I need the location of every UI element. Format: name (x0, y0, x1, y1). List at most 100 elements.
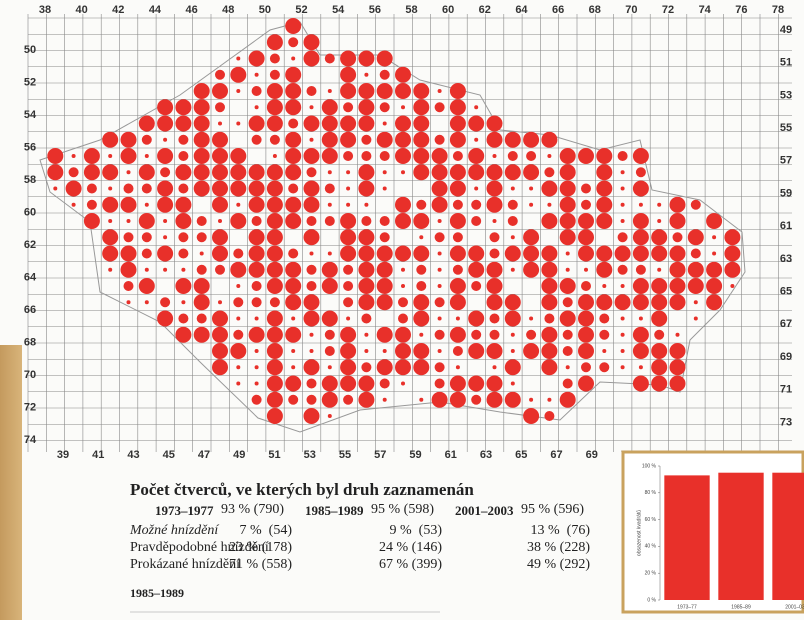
record-dot (306, 167, 317, 178)
record-dot (309, 349, 314, 353)
record-dot (620, 365, 625, 370)
record-dot (486, 261, 503, 278)
cell: 9 % (53) (389, 523, 443, 538)
record-dot (449, 245, 466, 262)
record-dot (596, 148, 613, 164)
record-dot (251, 216, 262, 226)
record-dot (303, 50, 320, 67)
record-dot (288, 183, 299, 194)
record-dot (449, 278, 466, 294)
record-dot (398, 313, 408, 324)
record-dot (468, 343, 485, 359)
record-dot (431, 196, 448, 213)
record-dot (157, 148, 174, 164)
record-dot (376, 359, 393, 376)
record-dot (340, 245, 357, 262)
record-dot (486, 375, 503, 392)
cell: 24 % (146) (379, 540, 442, 555)
record-dot (266, 229, 283, 246)
record-dot (492, 365, 497, 370)
record-dot (196, 216, 207, 226)
row-label: Pravděpodobné hnízdění (130, 540, 269, 555)
cell: 38 % (228) (527, 540, 590, 555)
record-dot (690, 199, 701, 210)
record-dot (413, 131, 430, 148)
record-dot (455, 316, 460, 321)
y-tick-label: 80 % (645, 490, 657, 496)
record-dot (449, 213, 466, 229)
record-dot (212, 164, 228, 181)
record-dot (632, 343, 649, 359)
record-dot (327, 170, 332, 175)
record-dot (398, 297, 408, 308)
record-dot (266, 278, 283, 294)
record-dot (449, 326, 466, 343)
record-dot (285, 278, 302, 294)
record-dot (266, 343, 283, 359)
record-dot (395, 213, 411, 229)
record-dot (193, 164, 210, 181)
record-dot (449, 180, 466, 197)
record-dot (468, 245, 485, 262)
record-dot (706, 261, 723, 278)
grid-label: 42 (112, 4, 124, 16)
record-dot (340, 375, 357, 392)
record-dot (486, 180, 503, 197)
record-dot (108, 267, 113, 272)
record-dot (285, 213, 302, 229)
record-dot (541, 343, 558, 359)
record-dot (706, 213, 723, 229)
grid-label: 63 (480, 449, 492, 460)
record-dot (504, 164, 521, 181)
grid-label: 67 (550, 449, 562, 460)
record-dot (541, 180, 558, 197)
record-dot (160, 167, 171, 178)
record-dot (599, 362, 610, 373)
grid-label: 70 (625, 4, 637, 16)
record-dot (306, 216, 317, 226)
record-dot (395, 245, 411, 262)
record-dot (541, 261, 558, 278)
record-dot (285, 131, 302, 148)
record-dot (437, 267, 442, 272)
record-dot (449, 131, 466, 148)
record-dot (379, 151, 390, 161)
record-dot (486, 196, 503, 213)
record-dot (138, 278, 155, 294)
record-dot (266, 326, 283, 343)
record-dot (669, 359, 686, 376)
record-dot (596, 213, 613, 229)
record-dot (141, 183, 152, 194)
record-dot (581, 281, 591, 291)
record-dot (547, 154, 552, 158)
record-dot (303, 229, 320, 246)
record-dot (138, 164, 155, 181)
grid-label: 54 (24, 109, 37, 121)
record-dot (83, 148, 100, 164)
record-dot (376, 278, 393, 294)
grid-label: 66 (552, 4, 564, 16)
record-dot (529, 202, 534, 207)
record-dot (343, 102, 354, 113)
record-dot (654, 329, 665, 340)
record-dot (251, 394, 262, 405)
record-dot (272, 154, 277, 158)
record-dot (108, 154, 113, 158)
record-dot (340, 229, 357, 246)
record-dot (144, 202, 149, 207)
record-dot (71, 154, 76, 158)
record-dot (160, 297, 171, 308)
grid-label: 67 (780, 318, 792, 330)
record-dot (474, 105, 479, 110)
record-dot (324, 216, 335, 226)
record-dot (690, 248, 701, 259)
record-dot (269, 297, 280, 308)
record-dot (434, 102, 445, 113)
record-dot (617, 151, 628, 161)
record-dot (687, 278, 704, 294)
record-dot (218, 300, 222, 305)
record-dot (157, 99, 174, 116)
record-dot (724, 261, 741, 278)
grid-label: 69 (780, 351, 792, 363)
record-dot (285, 326, 302, 343)
